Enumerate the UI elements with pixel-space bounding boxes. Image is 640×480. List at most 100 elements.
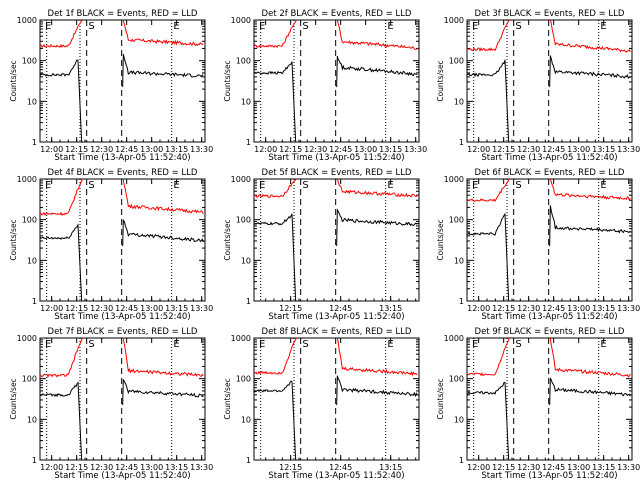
chart-title: Det 8f BLACK = Events, RED = LLD: [262, 327, 412, 337]
y-axis-label: Counts/sec: [436, 378, 445, 419]
plot-frame: [466, 19, 633, 143]
plot-area: 1 10 100 1000 12:00 12:15 12:30 12:45 13:00 13:15…: [444, 175, 640, 313]
x-tick-label: 13:15: [379, 463, 402, 472]
series-line-pre: [39, 59, 83, 143]
y-tick-label: 1: [246, 138, 251, 147]
x-tick-label: 12:15: [65, 463, 88, 472]
x-axis-label: Start Time (13-Apr-05 11:52:40): [54, 312, 190, 322]
event-marker-label: E: [173, 180, 179, 191]
y-tick-label: 100: [236, 57, 251, 66]
event-marker-label: S: [88, 180, 94, 191]
event-marker-label: E: [387, 180, 393, 191]
series-line-post: [122, 179, 204, 215]
event-marker-label: E: [387, 339, 393, 350]
x-tick-label: 12:15: [492, 145, 515, 154]
series-line-post: [336, 178, 418, 198]
chart-panel-4: Det 4f BLACK = Events, RED = LLD 1 10 100 10…: [9, 168, 213, 322]
x-axis-label: Start Time (13-Apr-05 11:52:40): [481, 312, 617, 322]
y-tick-label: 10: [241, 97, 251, 106]
x-tick-label: 12:45: [542, 304, 565, 313]
chart-title: Det 5f BLACK = Events, RED = LLD: [262, 168, 412, 178]
x-tick-label: 13:30: [190, 145, 213, 154]
plot-area: 1 10 100 1000 12:00 12:15 12:30 12:45 13:00 13:15…: [17, 16, 214, 154]
chart-title: Det 3f BLACK = Events, RED = LLD: [475, 9, 625, 19]
x-tick-label: 12:00: [467, 145, 490, 154]
x-tick-label: 13:15: [592, 145, 615, 154]
event-marker-label: S: [515, 339, 521, 350]
chart-panel-3: Det 3f BLACK = Events, RED = LLD 1 10 100 10…: [436, 9, 640, 163]
x-tick-label: 12:30: [90, 304, 113, 313]
y-tick-label: 100: [22, 216, 37, 225]
series-line-post: [122, 53, 204, 88]
x-axis-label: Start Time (13-Apr-05 11:52:40): [268, 153, 404, 163]
x-tick-label: 12:00: [254, 145, 277, 154]
series-line-post: [122, 379, 204, 406]
series-line-pre: [466, 59, 510, 143]
x-tick-label: 12:00: [40, 463, 63, 472]
y-tick-label: 1000: [231, 175, 251, 184]
x-tick-label: 12:00: [467, 304, 490, 313]
series-line-pre: [253, 178, 297, 198]
y-axis-label: Counts/sec: [9, 219, 18, 260]
series-line-pre: [39, 19, 83, 49]
plot-frame: [39, 337, 206, 461]
chart-panel-8: Det 8f BLACK = Events, RED = LLD 1 10 100 10…: [223, 327, 420, 480]
chart-title: Det 7f BLACK = Events, RED = LLD: [48, 327, 198, 337]
y-tick-label: 10: [454, 256, 464, 265]
chart-panel-1: Det 1f BLACK = Events, RED = LLD 1 10 100 10…: [9, 9, 213, 163]
y-tick-label: 100: [449, 57, 464, 66]
x-tick-label: 13:00: [140, 463, 163, 472]
plot-frame: [39, 19, 206, 143]
event-marker-label: E: [45, 21, 51, 32]
chart-title: Det 2f BLACK = Events, RED = LLD: [262, 9, 412, 19]
y-tick-label: 10: [27, 256, 37, 265]
y-axis-label: Counts/sec: [9, 60, 18, 101]
event-marker-label: E: [600, 339, 606, 350]
series-line-post: [336, 375, 418, 406]
y-axis-label: Counts/sec: [223, 219, 232, 260]
plot-frame: [466, 178, 633, 302]
x-tick-label: 13:15: [592, 304, 615, 313]
x-axis-label: Start Time (13-Apr-05 11:52:40): [481, 153, 617, 163]
plot-frame: [253, 178, 420, 302]
chart-title: Det 1f BLACK = Events, RED = LLD: [48, 9, 198, 19]
y-tick-label: 1000: [231, 16, 251, 25]
event-marker-label: E: [472, 21, 478, 32]
x-tick-label: 13:30: [404, 145, 427, 154]
series-line-post: [336, 55, 418, 88]
y-tick-label: 1: [246, 297, 251, 306]
series-line-pre: [39, 381, 83, 461]
x-axis-label: Start Time (13-Apr-05 11:52:40): [481, 471, 617, 480]
series-line-post: [549, 205, 631, 247]
series-line-post: [122, 338, 204, 377]
x-tick-label: 12:45: [542, 145, 565, 154]
plot-area: 1 10 100 1000 12:00 12:15 12:30 12:45 13:00 13:15…: [444, 16, 640, 154]
x-tick-label: 12:15: [279, 304, 302, 313]
event-marker-label: E: [259, 180, 265, 191]
x-tick-label: 13:00: [567, 463, 590, 472]
y-tick-label: 100: [236, 216, 251, 225]
series-line-post: [122, 20, 204, 47]
x-tick-label: 12:45: [542, 463, 565, 472]
plot-area: 1 10 100 1000 12:15 12:45 13:15 E S E: [231, 175, 419, 313]
y-tick-label: 1000: [231, 334, 251, 343]
series-line-post: [549, 55, 631, 88]
series-line-post: [336, 337, 418, 377]
x-tick-label: 12:30: [90, 463, 113, 472]
x-tick-label: 13:15: [379, 304, 402, 313]
series-line-post: [549, 178, 631, 202]
event-marker-label: S: [515, 21, 521, 32]
y-tick-label: 1000: [17, 334, 37, 343]
series-line-pre: [253, 337, 297, 375]
y-tick-label: 10: [241, 415, 251, 424]
y-tick-label: 100: [449, 216, 464, 225]
series-line-pre: [466, 337, 510, 377]
x-axis-label: Start Time (13-Apr-05 11:52:40): [54, 471, 190, 480]
y-axis-label: Counts/sec: [436, 60, 445, 101]
y-tick-label: 100: [22, 57, 37, 66]
y-axis-label: Counts/sec: [436, 219, 445, 260]
y-tick-label: 1: [32, 138, 37, 147]
x-tick-label: 12:45: [115, 463, 138, 472]
chart-panel-2: Det 2f BLACK = Events, RED = LLD 1 10 100 10…: [223, 9, 427, 163]
event-marker-label: S: [302, 339, 308, 350]
